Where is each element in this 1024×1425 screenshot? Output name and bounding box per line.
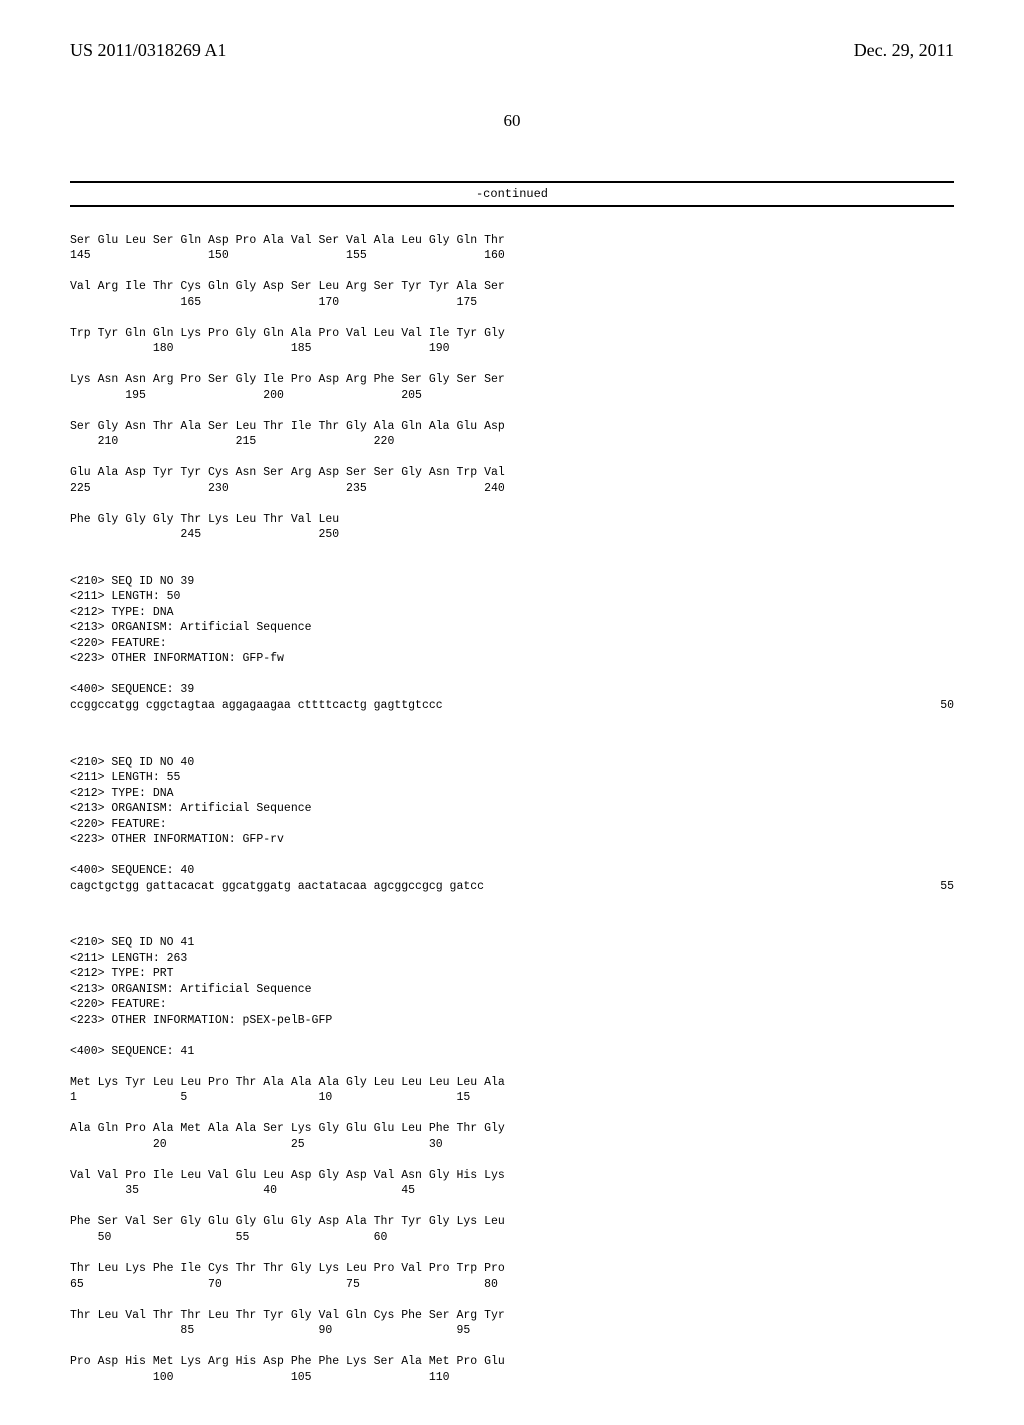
- seq40-block: <210> SEQ ID NO 40 <211> LENGTH: 55 <212…: [70, 724, 954, 879]
- seq41-row2-pos: 20 25 30: [70, 1138, 443, 1151]
- prot1-row2-res: Val Arg Ile Thr Cys Gln Gly Asp Ser Leu …: [70, 280, 505, 293]
- seq41-row2-res: Ala Gln Pro Ala Met Ala Ala Ser Lys Gly …: [70, 1122, 505, 1135]
- prot1-row1-res: Ser Glu Leu Ser Gln Asp Pro Ala Val Ser …: [70, 234, 505, 247]
- seq41-h5: <223> OTHER INFORMATION: pSEX-pelB-GFP: [70, 1014, 332, 1027]
- seq39-h4: <220> FEATURE:: [70, 637, 167, 650]
- prot1-row2-pos: 165 170 175: [70, 296, 477, 309]
- prot1-row3-res: Trp Tyr Gln Gln Lys Pro Gly Gln Ala Pro …: [70, 327, 505, 340]
- seq41-row1-pos: 1 5 10 15: [70, 1091, 470, 1104]
- sequence-listing-body: Ser Glu Leu Ser Gln Asp Pro Ala Val Ser …: [70, 217, 954, 698]
- seq40-h5: <223> OTHER INFORMATION: GFP-rv: [70, 833, 284, 846]
- patent-date: Dec. 29, 2011: [854, 40, 954, 61]
- seq41-lbl: <400> SEQUENCE: 41: [70, 1045, 194, 1058]
- seq41-row7-res: Pro Asp His Met Lys Arg His Asp Phe Phe …: [70, 1355, 505, 1368]
- prot1-row1-pos: 145 150 155 160: [70, 249, 505, 262]
- prot1-row3-pos: 180 185 190: [70, 342, 450, 355]
- continued-label: -continued: [70, 183, 954, 205]
- seq41-row5-pos: 65 70 75 80: [70, 1278, 498, 1291]
- seq39-h5: <223> OTHER INFORMATION: GFP-fw: [70, 652, 284, 665]
- page-header: US 2011/0318269 A1 Dec. 29, 2011: [70, 40, 954, 61]
- seq39-lbl: <400> SEQUENCE: 39: [70, 683, 194, 696]
- patent-number: US 2011/0318269 A1: [70, 40, 226, 61]
- seq41-row3-res: Val Val Pro Ile Leu Val Glu Leu Asp Gly …: [70, 1169, 505, 1182]
- prot1-row7-res: Phe Gly Gly Gly Thr Lys Leu Thr Val Leu: [70, 513, 339, 526]
- seq41-row3-pos: 35 40 45: [70, 1184, 415, 1197]
- seq40-seq: cagctgctgg gattacacat ggcatggatg aactata…: [70, 879, 484, 895]
- seq39-h3: <213> ORGANISM: Artificial Sequence: [70, 621, 312, 634]
- seq41-row5-res: Thr Leu Lys Phe Ile Cys Thr Thr Gly Lys …: [70, 1262, 505, 1275]
- seq41-row4-pos: 50 55 60: [70, 1231, 387, 1244]
- continued-rule: -continued: [70, 181, 954, 207]
- seq41-row6-pos: 85 90 95: [70, 1324, 470, 1337]
- prot1-row7-pos: 245 250: [70, 528, 339, 541]
- seq39-sequence-row: ccggccatgg cggctagtaa aggagaagaa cttttca…: [70, 698, 954, 714]
- seq41-h0: <210> SEQ ID NO 41: [70, 936, 194, 949]
- seq39-h0: <210> SEQ ID NO 39: [70, 575, 194, 588]
- prot1-row6-pos: 225 230 235 240: [70, 482, 505, 495]
- seq40-sequence-row: cagctgctgg gattacacat ggcatggatg aactata…: [70, 879, 954, 895]
- prot1-row4-pos: 195 200 205: [70, 389, 422, 402]
- seq41-h2: <212> TYPE: PRT: [70, 967, 174, 980]
- seq39-h1: <211> LENGTH: 50: [70, 590, 180, 603]
- seq40-h2: <212> TYPE: DNA: [70, 787, 174, 800]
- seq41-row4-res: Phe Ser Val Ser Gly Glu Gly Glu Gly Asp …: [70, 1215, 505, 1228]
- seq39-h2: <212> TYPE: DNA: [70, 606, 174, 619]
- prot1-row5-pos: 210 215 220: [70, 435, 394, 448]
- seq41-h4: <220> FEATURE:: [70, 998, 167, 1011]
- page-number: 60: [70, 111, 954, 131]
- seq39-seq: ccggccatgg cggctagtaa aggagaagaa cttttca…: [70, 698, 443, 714]
- seq40-lbl: <400> SEQUENCE: 40: [70, 864, 194, 877]
- seq41-h3: <213> ORGANISM: Artificial Sequence: [70, 983, 312, 996]
- seq41-row7-pos: 100 105 110: [70, 1371, 450, 1384]
- prot1-row6-res: Glu Ala Asp Tyr Tyr Cys Asn Ser Arg Asp …: [70, 466, 505, 479]
- seq40-len: 55: [940, 879, 954, 895]
- seq40-h0: <210> SEQ ID NO 40: [70, 756, 194, 769]
- prot1-row5-res: Ser Gly Asn Thr Ala Ser Leu Thr Ile Thr …: [70, 420, 505, 433]
- seq40-h3: <213> ORGANISM: Artificial Sequence: [70, 802, 312, 815]
- seq39-len: 50: [940, 698, 954, 714]
- prot1-row4-res: Lys Asn Asn Arg Pro Ser Gly Ile Pro Asp …: [70, 373, 505, 386]
- seq40-h1: <211> LENGTH: 55: [70, 771, 180, 784]
- seq41-h1: <211> LENGTH: 263: [70, 952, 187, 965]
- seq41-block: <210> SEQ ID NO 41 <211> LENGTH: 263 <21…: [70, 904, 954, 1385]
- seq40-h4: <220> FEATURE:: [70, 818, 167, 831]
- seq41-row1-res: Met Lys Tyr Leu Leu Pro Thr Ala Ala Ala …: [70, 1076, 505, 1089]
